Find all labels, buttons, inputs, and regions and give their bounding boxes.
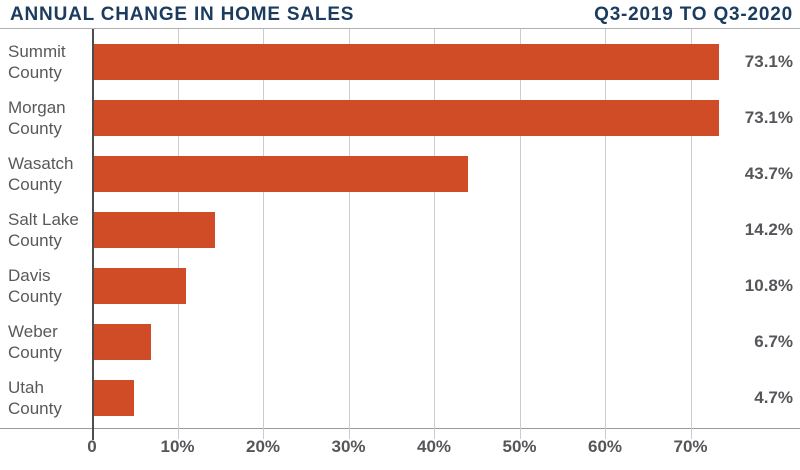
bar-weber-county xyxy=(94,324,151,360)
chart-title: ANNUAL CHANGE IN HOME SALES xyxy=(10,4,355,25)
gridline-30 xyxy=(348,29,350,439)
value-label: 73.1% xyxy=(744,52,793,71)
x-tick-label: 10% xyxy=(160,437,195,456)
bar-wasatch-county xyxy=(94,156,468,192)
category-label: Summit County xyxy=(8,42,66,82)
category-label: Utah County xyxy=(8,378,62,418)
gridline-50 xyxy=(519,29,521,439)
x-tick-label: 40% xyxy=(416,437,452,456)
bar-summit-county xyxy=(94,44,719,80)
value-label: 14.2% xyxy=(744,220,793,239)
chart-period: Q3-2019 TO Q3-2020 xyxy=(594,4,793,25)
category-label: Salt Lake County xyxy=(8,210,79,250)
gridline-70 xyxy=(690,29,692,439)
category-label: Wasatch County xyxy=(8,154,74,194)
x-tick-label: 0 xyxy=(87,437,97,456)
bar-utah-county xyxy=(94,380,134,416)
x-tick-label: 20% xyxy=(245,437,281,456)
value-label: 43.7% xyxy=(744,164,793,183)
bar-salt-lake-county xyxy=(94,212,215,248)
bar-morgan-county xyxy=(94,100,719,136)
bar-davis-county xyxy=(94,268,186,304)
category-label: Morgan County xyxy=(8,98,66,138)
value-label: 6.7% xyxy=(754,332,793,351)
x-tick-label: 70% xyxy=(673,437,708,456)
gridline-60 xyxy=(605,29,606,439)
gridline-20 xyxy=(263,29,264,439)
x-tick-label: 30% xyxy=(331,437,366,456)
y-axis-zero-line xyxy=(92,29,94,440)
x-tick-label: 60% xyxy=(587,437,623,456)
category-label: Weber County xyxy=(8,322,62,362)
category-label: Davis County xyxy=(8,266,62,306)
x-tick-label: 50% xyxy=(502,437,537,456)
value-label: 10.8% xyxy=(744,276,793,295)
gridline-40 xyxy=(434,29,435,439)
plot-area: Summit County 73.1% Morgan County 73.1% Wasa… xyxy=(0,28,800,440)
value-label: 73.1% xyxy=(744,108,793,127)
value-label: 4.7% xyxy=(754,388,793,407)
